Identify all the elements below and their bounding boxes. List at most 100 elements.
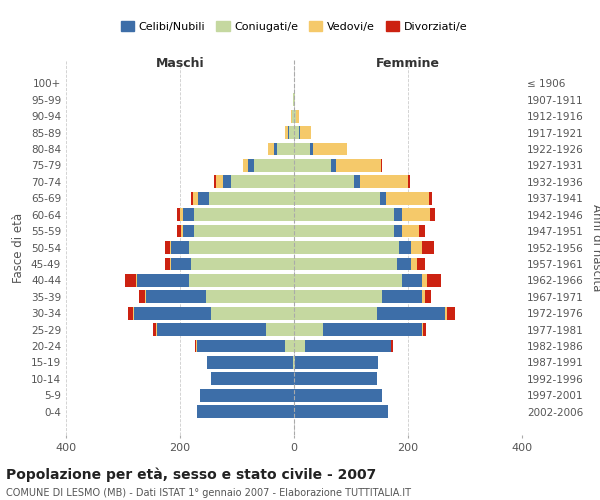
- Bar: [133, 306, 134, 320]
- Bar: [180, 208, 183, 221]
- Y-axis label: Anni di nascita: Anni di nascita: [590, 204, 600, 291]
- Bar: [299, 126, 300, 139]
- Bar: [294, 290, 382, 303]
- Bar: [216, 176, 223, 188]
- Bar: [403, 224, 419, 237]
- Bar: [447, 306, 455, 320]
- Bar: [170, 258, 172, 270]
- Bar: [277, 142, 294, 156]
- Bar: [400, 241, 411, 254]
- Bar: [164, 258, 170, 270]
- Bar: [139, 290, 145, 303]
- Legend: Celibi/Nubili, Coniugati/e, Vedovi/e, Divorziati/e: Celibi/Nubili, Coniugati/e, Vedovi/e, Di…: [116, 17, 472, 36]
- Bar: [292, 110, 294, 122]
- Bar: [402, 208, 430, 221]
- Bar: [294, 389, 382, 402]
- Bar: [289, 126, 294, 139]
- Bar: [156, 323, 157, 336]
- Bar: [294, 356, 295, 368]
- Bar: [331, 159, 335, 172]
- Bar: [294, 323, 323, 336]
- Text: Maschi: Maschi: [155, 58, 205, 70]
- Bar: [335, 159, 381, 172]
- Bar: [305, 340, 391, 352]
- Bar: [294, 224, 394, 237]
- Bar: [294, 241, 400, 254]
- Bar: [188, 274, 294, 286]
- Bar: [294, 405, 388, 418]
- Bar: [188, 241, 294, 254]
- Bar: [286, 340, 294, 352]
- Bar: [296, 110, 299, 122]
- Bar: [268, 142, 274, 156]
- Bar: [183, 224, 194, 237]
- Bar: [294, 274, 403, 286]
- Bar: [125, 274, 136, 286]
- Bar: [172, 258, 191, 270]
- Bar: [425, 290, 431, 303]
- Bar: [427, 274, 441, 286]
- Bar: [294, 110, 296, 122]
- Bar: [211, 306, 294, 320]
- Bar: [382, 290, 422, 303]
- Bar: [394, 208, 402, 221]
- Bar: [422, 274, 427, 286]
- Bar: [206, 290, 294, 303]
- Bar: [313, 142, 347, 156]
- Bar: [197, 405, 294, 418]
- Bar: [191, 258, 294, 270]
- Bar: [242, 159, 248, 172]
- Bar: [323, 323, 422, 336]
- Bar: [177, 208, 180, 221]
- Bar: [411, 241, 422, 254]
- Bar: [295, 356, 378, 368]
- Text: Popolazione per età, sesso e stato civile - 2007: Popolazione per età, sesso e stato civil…: [6, 468, 376, 482]
- Bar: [422, 290, 425, 303]
- Bar: [294, 142, 310, 156]
- Bar: [294, 208, 394, 221]
- Bar: [265, 323, 294, 336]
- Bar: [294, 159, 331, 172]
- Bar: [386, 192, 429, 204]
- Bar: [248, 159, 254, 172]
- Bar: [181, 224, 183, 237]
- Bar: [424, 323, 426, 336]
- Bar: [422, 323, 424, 336]
- Bar: [411, 258, 416, 270]
- Bar: [208, 356, 293, 368]
- Bar: [193, 192, 198, 204]
- Bar: [380, 192, 386, 204]
- Bar: [294, 340, 305, 352]
- Bar: [294, 306, 377, 320]
- Bar: [354, 176, 359, 188]
- Bar: [223, 176, 232, 188]
- Text: COMUNE DI LESMO (MB) - Dati ISTAT 1° gennaio 2007 - Elaborazione TUTTITALIA.IT: COMUNE DI LESMO (MB) - Dati ISTAT 1° gen…: [6, 488, 411, 498]
- Bar: [164, 241, 170, 254]
- Bar: [377, 306, 445, 320]
- Bar: [445, 306, 447, 320]
- Bar: [286, 126, 289, 139]
- Bar: [416, 258, 425, 270]
- Bar: [153, 323, 156, 336]
- Bar: [403, 274, 422, 286]
- Bar: [198, 192, 209, 204]
- Text: Femmine: Femmine: [376, 58, 440, 70]
- Bar: [294, 126, 299, 139]
- Bar: [200, 389, 294, 402]
- Bar: [157, 323, 265, 336]
- Bar: [176, 224, 181, 237]
- Bar: [310, 142, 313, 156]
- Bar: [196, 340, 197, 352]
- Bar: [191, 192, 193, 204]
- Bar: [214, 176, 216, 188]
- Bar: [209, 192, 294, 204]
- Bar: [183, 208, 194, 221]
- Bar: [197, 340, 286, 352]
- Bar: [128, 306, 133, 320]
- Bar: [294, 176, 354, 188]
- Bar: [359, 176, 408, 188]
- Bar: [294, 372, 377, 385]
- Bar: [419, 224, 425, 237]
- Bar: [391, 340, 392, 352]
- Bar: [172, 241, 188, 254]
